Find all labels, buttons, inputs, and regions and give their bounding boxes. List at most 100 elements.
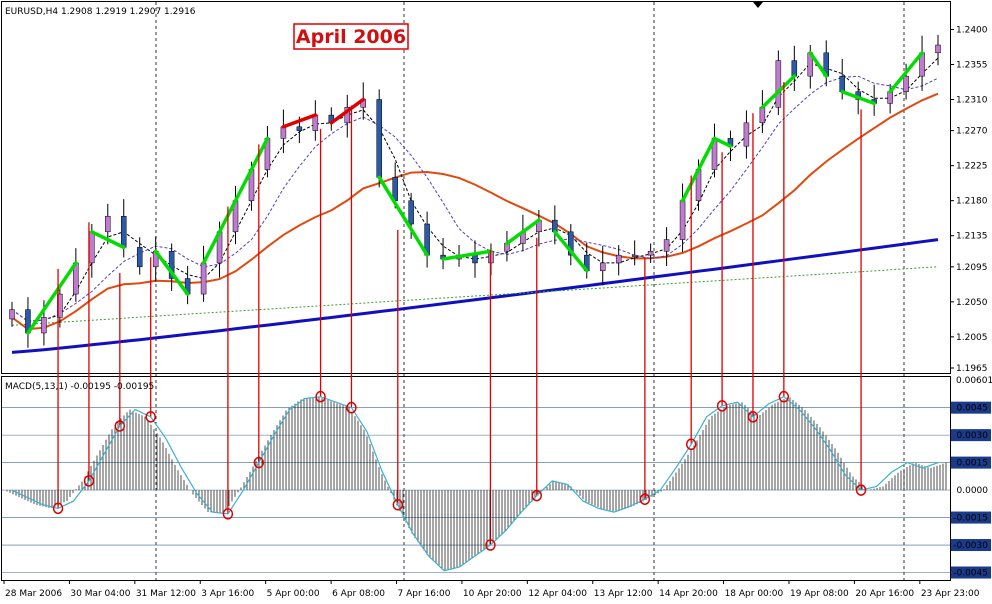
candle-down	[296, 126, 303, 131]
time-tick-label: 18 Apr 00:00	[725, 589, 784, 599]
price-tick-label: 1.2355	[956, 60, 988, 70]
time-tick-label: 23 Apr 23:00	[921, 589, 980, 599]
candle-up	[663, 239, 670, 252]
macd-marker	[346, 401, 357, 414]
macd-marker	[855, 484, 867, 496]
price-tick-label: 1.2095	[956, 263, 988, 273]
macd-level-badge	[951, 456, 991, 469]
time-tick-label: 19 Apr 08:00	[790, 589, 849, 599]
candle-down	[136, 247, 143, 268]
macd-axis: 0.00601 0.0045 0.0030 0.0015 0.0000 -0.0015 -0…	[951, 376, 992, 579]
price-tick-label: 1.2225	[956, 162, 988, 172]
price-tick-label: 1.2270	[956, 127, 988, 137]
candle-up	[615, 254, 622, 264]
time-tick-label: 31 Mar 12:00	[136, 589, 196, 599]
macd-level-badge	[951, 566, 991, 579]
time-tick-label: 14 Apr 20:00	[659, 589, 718, 599]
trend-segment-green	[153, 249, 190, 296]
trend-segment-green	[505, 218, 541, 246]
macd-tick-label: -0.0045	[953, 569, 988, 579]
candle-down	[791, 60, 798, 77]
candle-up	[743, 122, 750, 147]
time-axis: 28 Mar 2006 30 Mar 04:00 31 Mar 12:00 3 Apr…	[3, 580, 980, 599]
candle-down	[552, 219, 558, 233]
macd-label: MACD(5,13,1) -0.00195 -0.00195	[5, 382, 154, 392]
time-tick-label: 20 Apr 16:00	[855, 589, 914, 599]
macd-markers	[52, 390, 867, 551]
macd-tick-label: 0.0030	[957, 431, 989, 441]
candle-up	[631, 254, 638, 257]
candle-up	[935, 44, 941, 54]
time-tick-label: 6 Apr 08:00	[332, 589, 385, 599]
candle-up	[9, 309, 15, 320]
time-tick-label: 28 Mar 2006	[5, 589, 62, 599]
trend-segment-green	[441, 249, 493, 261]
price-tick-label: 1.2135	[956, 232, 988, 242]
trend-segment-green	[888, 51, 924, 94]
candle-up	[41, 317, 47, 334]
macd-level-badge	[951, 401, 991, 414]
candle-up	[280, 126, 287, 139]
divergence-connectors	[57, 82, 862, 546]
macd-tick-label: 0.0045	[957, 404, 989, 414]
candle-down	[568, 231, 574, 256]
trend-segments	[26, 51, 924, 335]
candle-up	[647, 251, 654, 256]
trend-segment-green	[680, 136, 717, 203]
macd-histogram	[6, 396, 947, 571]
price-tick-label: 1.2050	[956, 298, 988, 308]
macd-marker	[685, 438, 697, 451]
macd-level-badge	[951, 484, 991, 497]
macd-marker	[392, 498, 404, 511]
macd-marker	[315, 390, 326, 403]
candle-down	[376, 99, 382, 178]
macd-tick-label: -0.0015	[953, 514, 988, 524]
macd-marker	[716, 400, 728, 412]
time-tick-label: 13 Apr 12:00	[594, 589, 653, 599]
price-tick-label: 1.2180	[956, 197, 988, 207]
candle-up	[105, 215, 111, 233]
price-tick-label: 1.2400	[956, 25, 988, 35]
candle-down	[472, 254, 478, 264]
time-tick-label: 7 Apr 16:00	[398, 589, 451, 599]
macd-marker	[485, 539, 496, 551]
macd-tick-label: 0.0015	[957, 459, 989, 469]
trend-segment-green	[553, 230, 589, 273]
trend-segment-red	[281, 113, 318, 129]
trend-segment-red	[329, 97, 365, 125]
trend-segment-green	[377, 175, 429, 257]
price-tick-label: 1.2310	[956, 96, 988, 106]
trend-segment-green	[760, 74, 797, 110]
candle-up	[759, 107, 766, 124]
trend-segment-green	[808, 51, 829, 78]
candle-down	[120, 215, 127, 248]
macd-level-lines	[2, 407, 950, 573]
time-tick-label: 3 Apr 16:00	[201, 589, 254, 599]
candle-up	[775, 60, 782, 108]
price-axis: 1.2400 1.2355 1.2310 1.2270 1.2225 1.2180 1.21…	[950, 25, 988, 374]
time-tick-label: 5 Apr 00:00	[267, 589, 320, 599]
trend-segment-green	[26, 261, 78, 335]
candle-up	[89, 231, 95, 264]
annotation-text: April 2006	[296, 26, 406, 48]
candle-up	[887, 91, 893, 104]
macd-marker	[639, 493, 651, 505]
macd-marker	[83, 475, 95, 487]
trend-segment-green	[712, 136, 733, 148]
macd-marker	[145, 411, 156, 423]
trend-segment-green	[840, 89, 876, 106]
trend-segment-green	[90, 230, 126, 250]
candle-down	[839, 75, 845, 92]
price-tick-label: 1.2005	[956, 333, 988, 343]
macd-signal-line	[11, 395, 939, 572]
macd-marker	[222, 508, 234, 520]
time-tick-label: 30 Mar 04:00	[70, 589, 130, 599]
macd-level-badge	[951, 539, 991, 552]
symbol-label: EURUSD,H4 1.2908 1.2919 1.2907 1.2916	[5, 7, 196, 17]
macd-tick-label: -0.0030	[953, 541, 988, 551]
candles	[9, 34, 941, 348]
candle-down	[168, 251, 175, 279]
candle-up	[599, 262, 606, 271]
macd-marker	[778, 390, 790, 403]
